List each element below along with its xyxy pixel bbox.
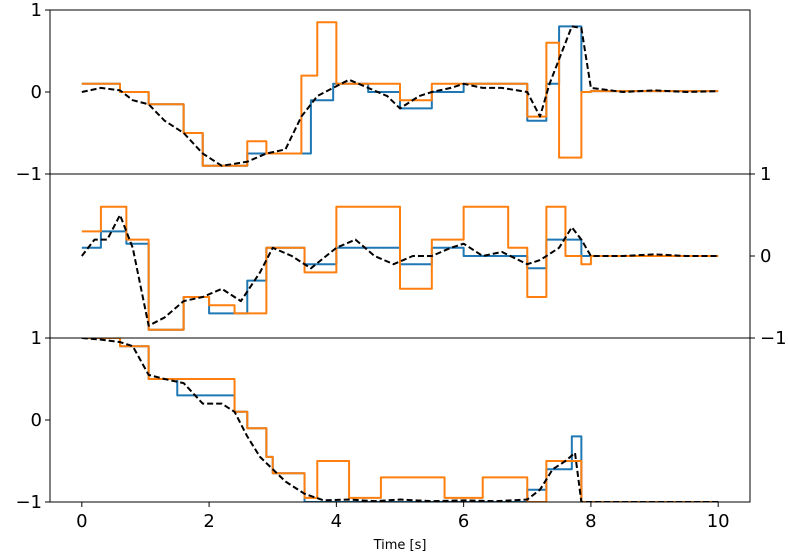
x-tick-label: 8 bbox=[585, 511, 596, 532]
y-tick-label: 1 bbox=[760, 164, 771, 185]
panel-3: −1 0 1 bbox=[15, 328, 751, 513]
panel-1: −1 0 1 bbox=[15, 0, 751, 185]
series-line-2 bbox=[81, 205, 719, 331]
x-tick-label: 4 bbox=[331, 511, 342, 532]
y-tick-label: 1 bbox=[31, 328, 42, 349]
series-line-3 bbox=[81, 25, 719, 167]
y-tick-label: 0 bbox=[31, 82, 42, 103]
y-tick-label: −1 bbox=[15, 492, 42, 513]
panel-series bbox=[81, 338, 719, 502]
series-line-3 bbox=[81, 214, 719, 327]
y-tick-label: −1 bbox=[760, 328, 787, 349]
y-tick-label: 0 bbox=[31, 410, 42, 431]
panel-series bbox=[81, 21, 719, 167]
series-line-3 bbox=[81, 338, 719, 502]
x-axis-label: Time [s] bbox=[373, 538, 427, 553]
y-tick-label: 0 bbox=[760, 246, 771, 267]
panel-series bbox=[81, 205, 719, 331]
x-tick-label: 2 bbox=[203, 511, 214, 532]
series-line-2 bbox=[81, 21, 719, 167]
x-tick-label: 10 bbox=[707, 511, 730, 532]
series-line-2 bbox=[81, 338, 719, 502]
x-tick-label: 6 bbox=[458, 511, 469, 532]
x-tick-label: 0 bbox=[76, 511, 87, 532]
y-tick-label: −1 bbox=[15, 164, 42, 185]
panel-2: −1 0 1 bbox=[49, 164, 787, 349]
y-tick-label: 1 bbox=[31, 0, 42, 21]
